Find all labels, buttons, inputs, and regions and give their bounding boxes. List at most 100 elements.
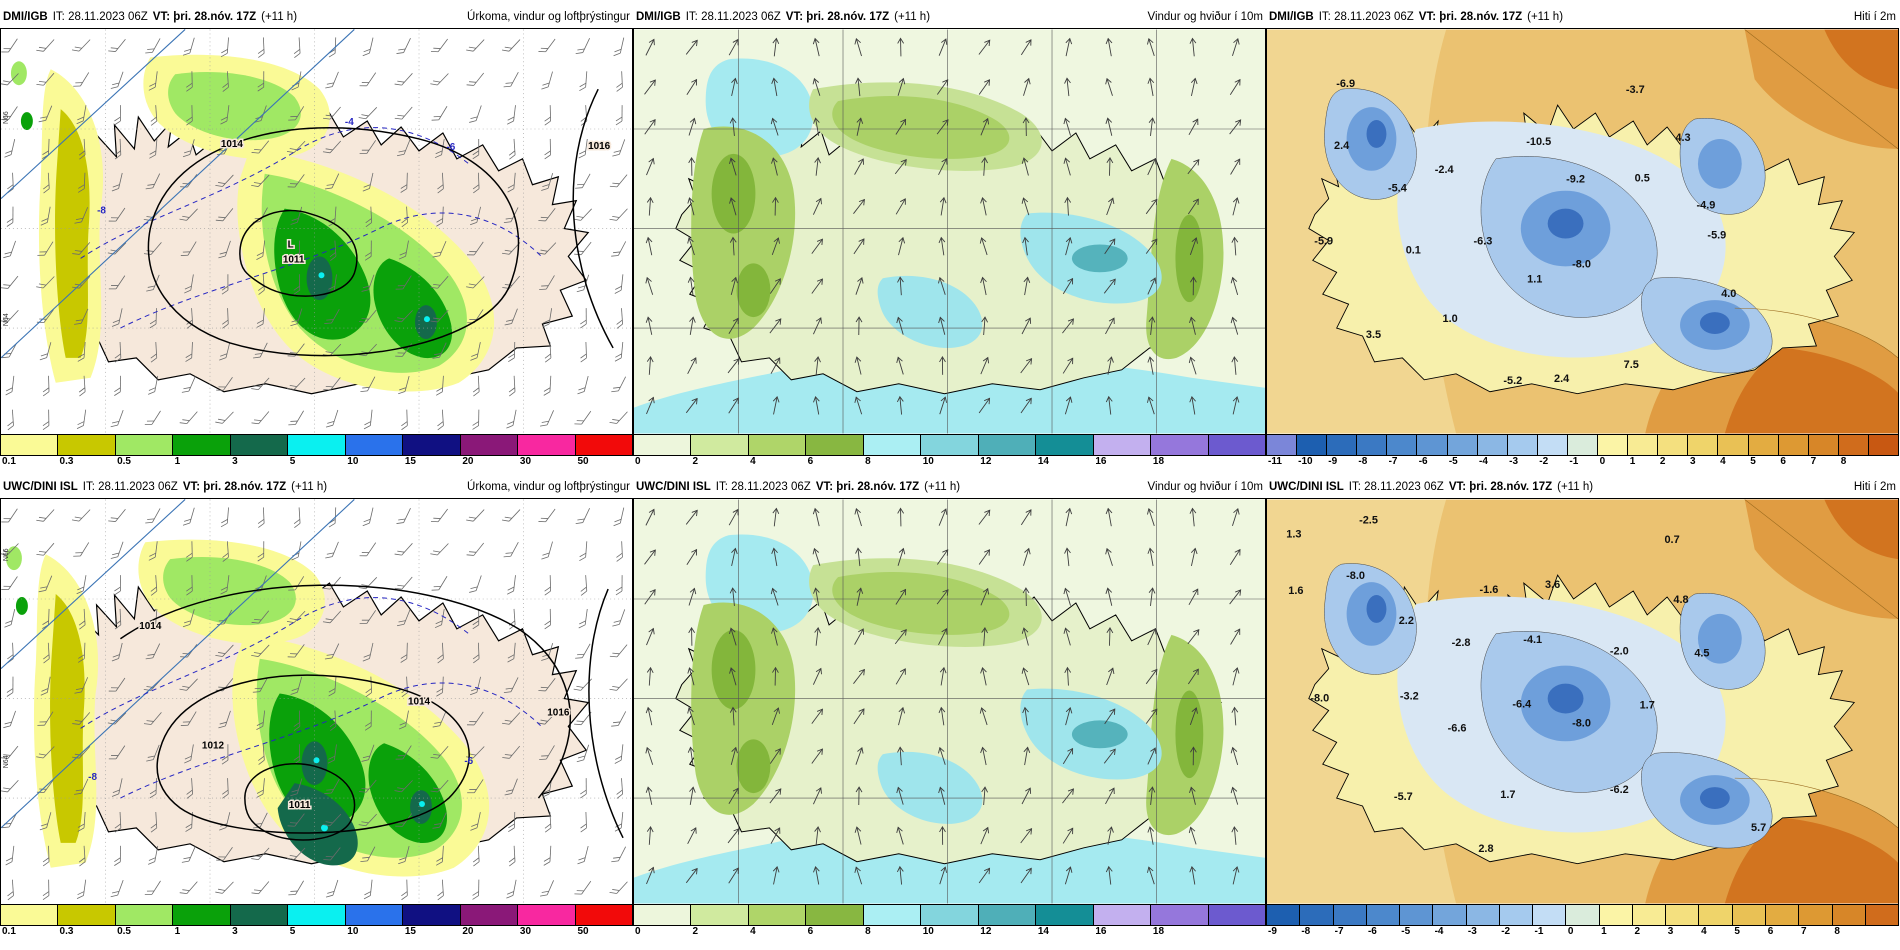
wind-arrow [1104,708,1116,725]
wind-arrow [685,39,698,55]
colorbar-cell [1035,905,1093,925]
wind-barb [324,778,340,794]
colorbar-cell [1035,435,1093,455]
wind-barb [472,642,480,664]
wind-arrow [769,748,781,764]
wind-barb [145,508,161,524]
wind-barb [361,274,375,292]
wind-arrow [855,77,862,97]
wind-barb [538,508,556,523]
wind-barb [363,409,373,430]
wind-arrow [729,197,737,216]
colorbar-cell [1416,435,1447,455]
temperature-shading [1324,563,1773,849]
wind-arrow [854,158,864,175]
wind-barb [288,410,304,426]
panel-dmi-wind: DMI/IGB IT: 28.11.2023 06Z VT: þri. 28.n… [633,10,1266,470]
colorbar-precipitation [0,904,633,926]
colorbar-cell [229,905,288,925]
colorbar-ticks: 0 2 4 6 8 10 12 14 16 18 [633,456,1266,470]
wind-barb [613,37,625,57]
wind-barb [72,242,91,255]
wind-arrow [1106,197,1115,216]
wind-arrow [727,828,740,844]
temp-value-label: 0.7 [1664,534,1679,546]
wind-barb [42,879,50,900]
colorbar-tick: 0 [635,456,641,467]
colorbar-tick: 14 [1037,456,1049,467]
wind-barb [6,676,14,697]
wind-barb [362,37,374,57]
wind-arrow [1020,39,1032,56]
colorbar-cell [1150,905,1208,925]
colorbar-tick: 0 [635,926,641,937]
wind-speed-shading [691,534,1224,836]
temp-value-label: 4.8 [1673,594,1688,606]
colorbar-cell [172,905,230,925]
wind-arrow [1147,627,1157,646]
colorbar-cell [1092,435,1151,455]
colorbar-cell [747,435,806,455]
wind-arrow [645,276,654,295]
wind-barb [287,813,305,827]
wind-barb [111,778,123,797]
wind-arrow [1187,159,1200,175]
wind-barb [396,139,411,157]
colorbar-cell [1565,905,1599,925]
colorbar-tick: 3 [1667,926,1674,937]
wind-barb [506,409,517,429]
wind-arrow [938,786,946,805]
wind-arrow [939,866,948,885]
wind-barb [145,173,161,190]
colorbar-cell [574,905,632,925]
wind-barb [401,879,408,901]
wind-barb [181,846,196,863]
temp-value-label: -8.0 [1310,693,1329,705]
wind-barb [78,608,86,630]
wind-barb [182,609,195,628]
colorbar-cell [1326,435,1357,455]
wind-arrow [1105,77,1113,96]
wind-barb [36,746,55,759]
colorbar-tick: 7 [1801,926,1807,937]
wind-arrow [687,276,695,296]
wind-barb [71,39,91,52]
wind-barb [186,778,193,799]
wind-arrow [687,707,695,726]
valid-time: VT: þri. 28.nóv. 17Z [815,481,920,493]
wind-arrow [814,627,821,646]
wind-arrow [1021,787,1032,805]
map-canvas-wind [633,28,1266,435]
wind-barb [472,879,480,900]
wind-arrow [771,77,778,97]
wind-arrow [1147,866,1155,885]
wind-barb [328,676,337,697]
temp-value-label: 0.5 [1635,173,1650,185]
forecast-offset: (+11 h) [261,11,298,23]
valid-time: VT: þri. 28.nóv. 17Z [785,11,890,23]
wind-barb [186,541,193,562]
wind-barb [1,780,19,793]
colorbar-cell [1864,905,1899,925]
temp-value-label: -2.0 [1610,646,1629,658]
colorbar-tick: 5 [289,456,296,467]
wind-barb [466,72,485,86]
wind-barb [7,879,14,901]
wind-arrow [978,549,991,565]
colorbar-cell [634,435,691,455]
forecast-offset: (+11 h) [1557,481,1594,493]
panel-type-label: Úrkoma, vindur og loftþrýstingur [467,11,630,23]
colorbar-tick: -10 [1298,456,1313,467]
temp-value-label: -5.4 [1388,183,1408,195]
wind-arrow [896,786,904,805]
temp-value-label: 1.0 [1443,313,1458,325]
colorbar-tick: 0 [1567,926,1574,937]
wind-barb [77,341,86,362]
wind-arrow [729,667,737,686]
wind-arrow [1065,37,1073,57]
wind-arrow [687,237,695,256]
wind-arrow [897,547,906,566]
wind-barb [184,744,194,764]
wind-barb [76,575,87,595]
